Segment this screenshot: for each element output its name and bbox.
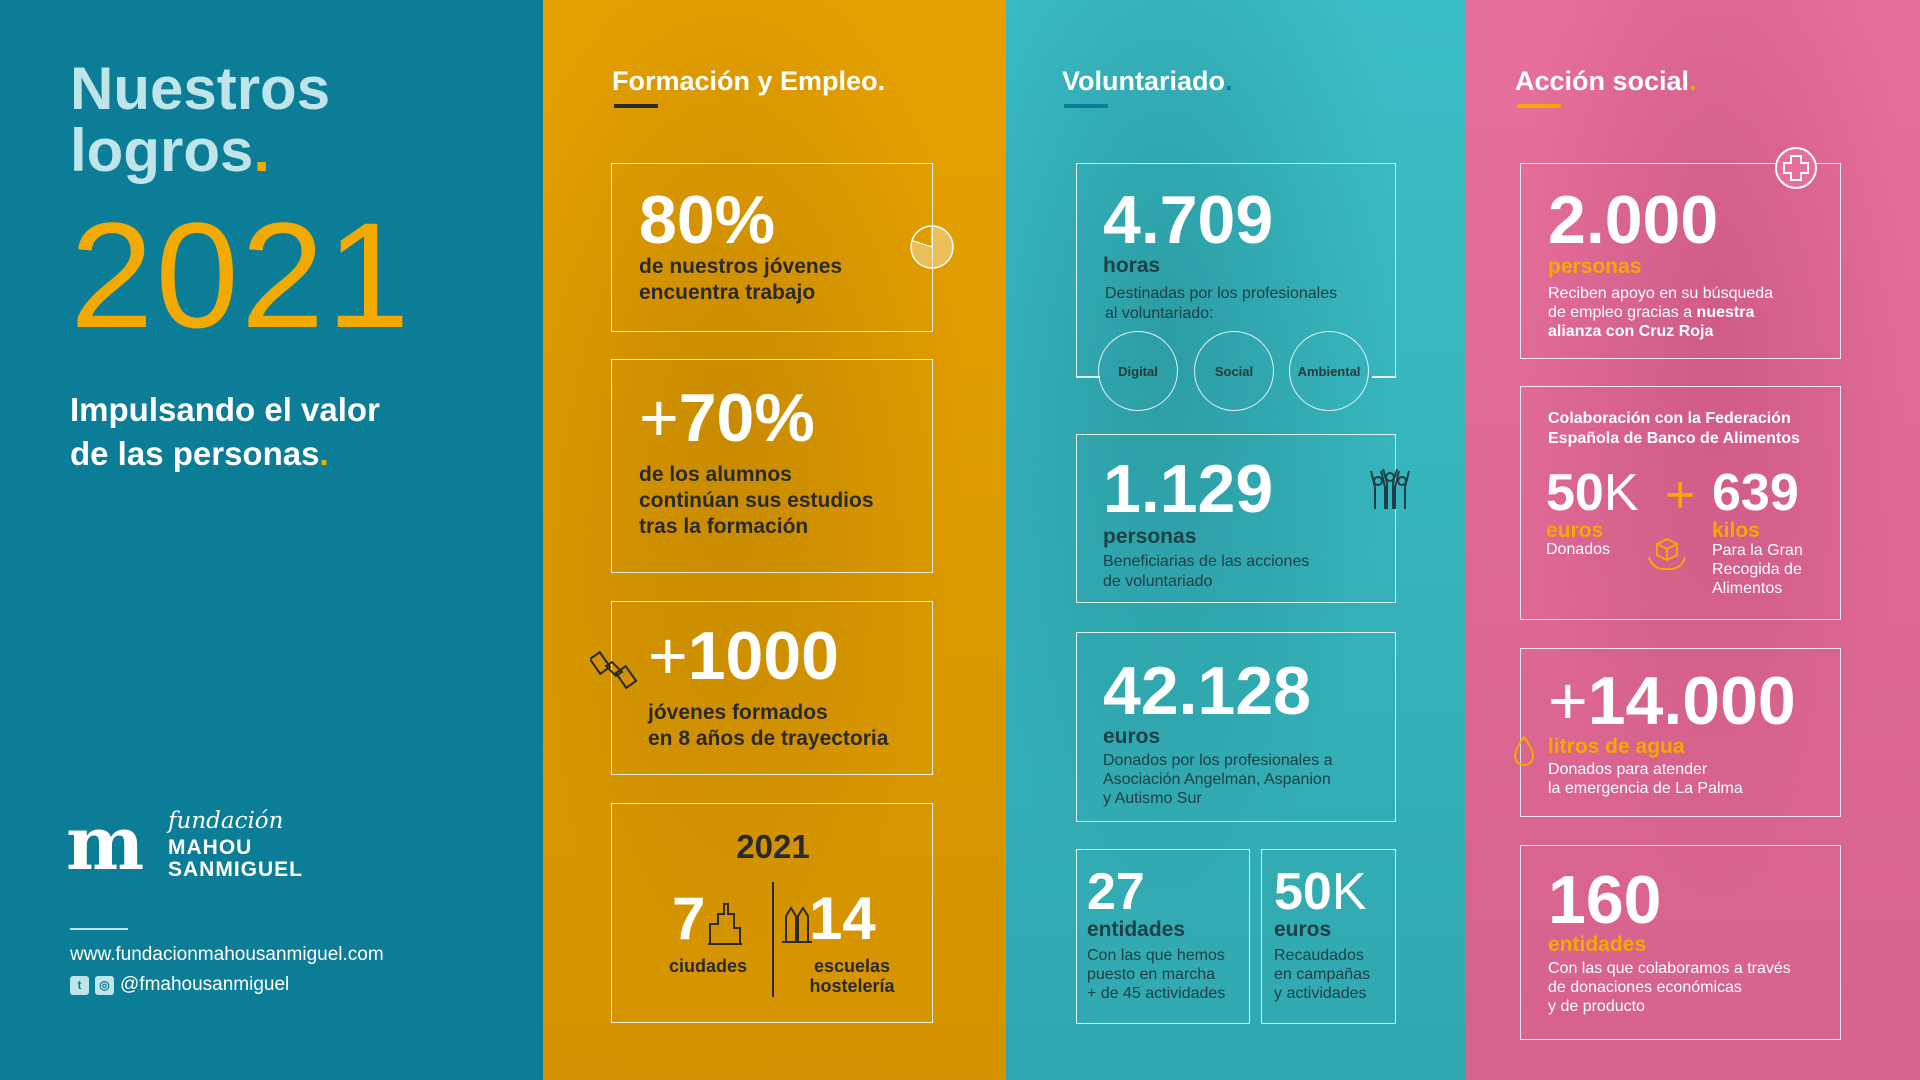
city-icon [708, 903, 742, 945]
stat-label: Donados para atender la emergencia de La … [1548, 761, 1743, 797]
website-link[interactable]: www.fundacionmahousanmiguel.com [70, 944, 384, 965]
pie-chart-icon [910, 225, 954, 269]
stat-card-personas: 1.129 personas Beneficiarias de las acci… [1076, 434, 1410, 603]
stat-value: 42.128 [1103, 653, 1311, 729]
divider [772, 882, 774, 997]
section-title: Voluntariado. [1062, 66, 1233, 96]
voluntariado-panel: Voluntariado. 4.709 horas Destinadas por… [1006, 0, 1465, 1080]
stat-card-cruz-roja: 2.000 personas Reciben apoyo en su búsqu… [1520, 147, 1841, 359]
stat-card-estudios: +70% de los alumnos continúan sus estudio… [611, 359, 933, 573]
stat-unit: euros [1274, 918, 1332, 941]
stat-unit: entidades [1548, 933, 1647, 956]
water-drop-icon [1513, 735, 1535, 766]
stat-unit: euros [1103, 725, 1161, 748]
stat-value: 4.709 [1103, 182, 1274, 258]
red-cross-icon [1775, 147, 1817, 189]
stat-unit: euros [1546, 519, 1604, 542]
section-title: Formación y Empleo. [612, 66, 886, 96]
stat-value: 2.000 [1548, 182, 1719, 258]
stat-value: +70% [639, 380, 815, 456]
background-photo [1006, 0, 1465, 1080]
stat-label: Destinadas por los profesionales al volun… [1105, 285, 1338, 322]
stat-label: Recaudados en campañas y actividades [1274, 947, 1371, 1002]
stat-label: jóvenes formados en 8 años de trayectoria [648, 701, 889, 750]
stat-card-entidades: 27 entidades Con las que hemos puesto en … [1076, 849, 1250, 1024]
stat-label: de los alumnos continúan sus estudios tras… [639, 463, 874, 538]
stat-value: 27 [1087, 863, 1145, 921]
stat-unit: horas [1103, 254, 1161, 277]
hands-box-icon [1648, 537, 1686, 570]
tag-ambiental: Ambiental [1289, 331, 1369, 411]
stat-label: de nuestros jóvenes encuentra trabajo [639, 255, 843, 304]
stat-label: Beneficiarias de las acciones de voluntar… [1103, 553, 1310, 590]
stat-value: 160 [1548, 862, 1662, 938]
background-photo [543, 0, 1006, 1080]
twitter-icon[interactable]: t [70, 975, 89, 995]
divider [70, 928, 128, 930]
stat-value-escuelas: 14 [809, 885, 876, 952]
title-underline [1064, 104, 1108, 108]
stat-card-agua: +14.000 litros de agua Donados para aten… [1513, 648, 1841, 817]
stat-unit: litros de agua [1548, 735, 1685, 758]
stat-card-euros: 42.128 euros Donados por los profesional… [1076, 632, 1396, 822]
stat-card-empleo: 80% de nuestros jóvenes encuentra trabajo [611, 163, 954, 332]
stat-value-ciudades: 7 [672, 885, 706, 952]
people-raising-hands-icon [1370, 469, 1410, 509]
stat-label: Donados por los profesionales a Asociació… [1103, 752, 1333, 807]
stat-label: escuelas hostelería [809, 956, 895, 996]
handshake-icon [590, 650, 638, 690]
stat-value-kilos: 639 [1712, 464, 1799, 522]
stat-label: Para la Gran Recogida de Alimentos [1712, 542, 1803, 597]
background-photo [1465, 0, 1920, 1080]
stat-card-2021: 2021 7 ciudades 14 escuelas hostelería [611, 803, 933, 1023]
card-heading: Colaboración con la Federación Española d… [1548, 410, 1800, 447]
stat-unit: personas [1103, 525, 1197, 548]
accion-social-panel: Acción social. 2.000 personas Reciben ap… [1465, 0, 1920, 1080]
stat-unit: entidades [1087, 918, 1186, 941]
stat-card-banco-alimentos: Colaboración con la Federación Española d… [1520, 386, 1841, 620]
school-icon [782, 906, 812, 943]
stat-value: 50K [1274, 863, 1367, 921]
plus-sign: + [1665, 466, 1696, 524]
fundacion-logo: m fundación MAHOU SANMIGUEL [66, 801, 303, 887]
tag-digital: Digital [1098, 331, 1178, 411]
logo-mark: m [66, 801, 145, 887]
year-heading: 2021 [70, 191, 412, 359]
tagline: Impulsando el valor de las personas. [70, 391, 380, 472]
instagram-icon[interactable]: ◎ [95, 975, 114, 995]
stat-card-160-entidades: 160 entidades Con las que colaboramos a … [1520, 845, 1841, 1040]
title-underline [614, 104, 658, 108]
stat-label: Con las que colaboramos a través de donac… [1548, 960, 1791, 1015]
stat-value: 80% [639, 182, 776, 258]
stat-label: Reciben apoyo en su búsqueda de empleo gr… [1548, 285, 1774, 340]
stat-label: Con las que hemos puesto en marcha + de 45… [1087, 947, 1226, 1002]
section-title: Acción social. [1515, 66, 1697, 96]
stat-value: +14.000 [1548, 663, 1796, 739]
stat-card-horas: 4.709 horas Destinadas por los profesion… [1076, 163, 1396, 376]
tag-social: Social [1194, 331, 1274, 411]
stat-label: Donados [1546, 541, 1611, 558]
intro-panel: Nuestros logros. 2021 Impulsando el valor… [0, 0, 543, 1080]
formacion-panel: Formación y Empleo. 80% de nuestros jóve… [543, 0, 1006, 1080]
page-title: Nuestros logros. [70, 55, 331, 184]
stat-unit: personas [1548, 255, 1642, 278]
social-handle[interactable]: t ◎ @fmahousanmiguel [70, 974, 289, 996]
stat-label: ciudades [668, 956, 748, 976]
stat-card-recaudados: 50K euros Recaudados en campañas y activid… [1261, 849, 1396, 1024]
stat-card-formados: +1000 jóvenes formados en 8 años de traye… [590, 601, 933, 775]
stat-value-euros: 50K [1546, 464, 1639, 522]
stat-unit: kilos [1712, 519, 1760, 542]
card-year: 2021 [736, 828, 810, 865]
stat-value: +1000 [648, 618, 839, 694]
title-underline [1517, 104, 1561, 108]
stat-value: 1.129 [1103, 451, 1274, 527]
